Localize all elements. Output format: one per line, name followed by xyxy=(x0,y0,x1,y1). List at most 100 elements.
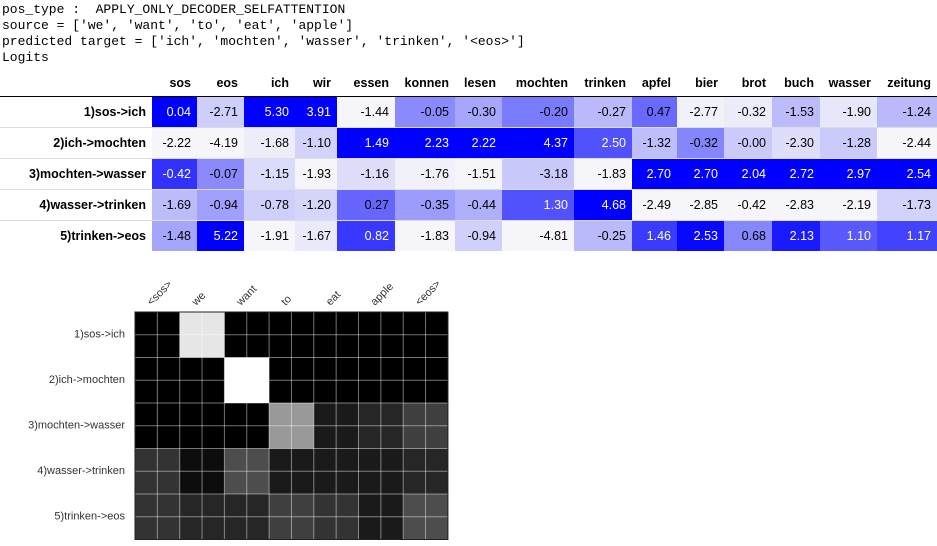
column-header: konnen xyxy=(404,76,449,90)
table-cell: -2.30 xyxy=(772,127,820,159)
heatmap-cell xyxy=(135,494,180,540)
table-cell: 0.27 xyxy=(337,189,395,221)
table-cell: -0.42 xyxy=(724,189,772,221)
heatmap-cell xyxy=(135,403,180,449)
table-cell: -0.78 xyxy=(244,189,295,221)
heatmap-cell xyxy=(403,403,449,449)
heatmap-cell xyxy=(313,494,359,540)
table-cell: 4.68 xyxy=(574,189,632,221)
table-cell: -1.51 xyxy=(455,158,502,190)
heatmap-cell xyxy=(224,312,270,358)
table-cell: -1.67 xyxy=(295,220,337,251)
table-cell: -0.20 xyxy=(502,96,574,128)
heatmap-cell xyxy=(358,403,404,449)
corner-cell xyxy=(0,70,152,97)
y-tick-label: 2)ich->mochten xyxy=(49,374,125,386)
logits-table: sos eos ich wir essen konnen lesen mochten trink… xyxy=(0,70,937,251)
table-cell: 0.04 xyxy=(152,96,197,128)
table-cell: -2.19 xyxy=(820,189,877,221)
column-header: ich xyxy=(270,76,289,90)
table-cell: 2.50 xyxy=(574,127,632,159)
table-cell: -0.25 xyxy=(574,220,632,251)
header-row: sos eos ich wir essen konnen lesen mochten trink… xyxy=(0,70,937,97)
table-cell: 1.46 xyxy=(632,220,677,251)
heatmap-cell xyxy=(269,448,315,495)
table-cell: -4.19 xyxy=(197,127,244,159)
table-cell: -1.15 xyxy=(244,158,295,190)
heatmap-cell xyxy=(269,494,315,540)
table-cell: 0.68 xyxy=(724,220,772,251)
heatmap-cell xyxy=(135,357,180,404)
table-cell: -0.42 xyxy=(152,158,197,190)
column-header: essen xyxy=(353,76,389,90)
table-cell: -1.90 xyxy=(820,96,877,128)
column-header: buch xyxy=(784,76,814,90)
table-cell: -2.22 xyxy=(152,127,197,159)
row-header: 5)trinken->eos xyxy=(0,220,152,251)
heatmap-cell xyxy=(358,312,404,358)
table-cell: -0.32 xyxy=(677,127,724,159)
heatmap-cell xyxy=(403,312,449,358)
table-cell: 1.17 xyxy=(877,220,937,251)
table-cell: -1.83 xyxy=(395,220,455,251)
column-header: sos xyxy=(169,76,191,90)
column-header: zeitung xyxy=(887,76,931,90)
heatmap-cell xyxy=(358,448,404,495)
row-header: 2)ich->mochten xyxy=(0,127,152,159)
table-cell: -2.44 xyxy=(877,127,937,159)
table-cell: -0.30 xyxy=(455,96,502,128)
table-cell: -1.20 xyxy=(295,189,337,221)
table-row: 1)sos->ich 0.04 -2.71 5.30 3.91 -1.44 -0.05 -0.… xyxy=(0,96,937,128)
heatmap-cell xyxy=(224,357,270,404)
table-cell: 2.53 xyxy=(677,220,724,251)
attention-heatmap: <sos> we want to eat apple <eos> 1)sos->ich 2)ic… xyxy=(28,278,449,540)
table-cell: 2.22 xyxy=(455,127,502,159)
table-cell: -0.35 xyxy=(395,189,455,221)
table-cell: -1.16 xyxy=(337,158,395,190)
column-header: wir xyxy=(312,76,331,90)
column-header: apfel xyxy=(641,76,671,90)
output-line: pos_type : APPLY_ONLY_DECODER_SELFATTENT… xyxy=(2,2,346,17)
column-header: bier xyxy=(695,76,718,90)
column-header: trinken xyxy=(584,76,626,90)
output-line: predicted target = ['ich', 'mochten', 'w… xyxy=(2,34,525,49)
y-tick-label: 3)mochten->wasser xyxy=(28,420,125,432)
heatmap-cell xyxy=(403,448,449,495)
x-tick-label: apple xyxy=(369,281,397,309)
heatmap-cell xyxy=(313,448,359,495)
table-cell: 2.70 xyxy=(677,158,724,190)
table-cell: -2.49 xyxy=(632,189,677,221)
row-header: 1)sos->ich xyxy=(0,96,152,128)
table-row: 4)wasser->trinken -1.69 -0.94 -0.78 -1.20 0.2… xyxy=(0,189,937,221)
table-row: 3)mochten->wasser -0.42 -0.07 -1.15 -1.93 -1.… xyxy=(0,158,937,190)
heatmap-cell xyxy=(269,403,315,449)
table-cell: -1.69 xyxy=(152,189,197,221)
x-tick-label: <sos> xyxy=(145,278,175,308)
table-cell: 1.49 xyxy=(337,127,395,159)
table-cell: -0.94 xyxy=(197,189,244,221)
table-cell: -0.07 xyxy=(197,158,244,190)
x-tick-label: to xyxy=(279,293,294,308)
row-header: 3)mochten->wasser xyxy=(0,158,152,190)
heatmap-cell xyxy=(224,403,270,449)
table-cell: 2.72 xyxy=(772,158,820,190)
heatmap-cell xyxy=(135,312,180,358)
table-cell: -1.76 xyxy=(395,158,455,190)
column-header: lesen xyxy=(464,76,496,90)
x-tick-label: <eos> xyxy=(413,278,443,308)
table-cell: -1.93 xyxy=(295,158,337,190)
table-cell: 1.10 xyxy=(820,220,877,251)
heatmap-cell xyxy=(313,403,359,449)
table-cell: 2.13 xyxy=(772,220,820,251)
table-cell: 2.23 xyxy=(395,127,455,159)
y-tick-label: 4)wasser->trinken xyxy=(37,465,125,477)
table-cell: -2.77 xyxy=(677,96,724,128)
table-cell: 1.30 xyxy=(502,189,574,221)
table-cell: -0.05 xyxy=(395,96,455,128)
table-cell: 2.97 xyxy=(820,158,877,190)
heatmap-cell xyxy=(135,448,180,495)
row-header: 4)wasser->trinken xyxy=(0,189,152,221)
table-cell: -0.94 xyxy=(455,220,502,251)
table-cell: -1.10 xyxy=(295,127,337,159)
